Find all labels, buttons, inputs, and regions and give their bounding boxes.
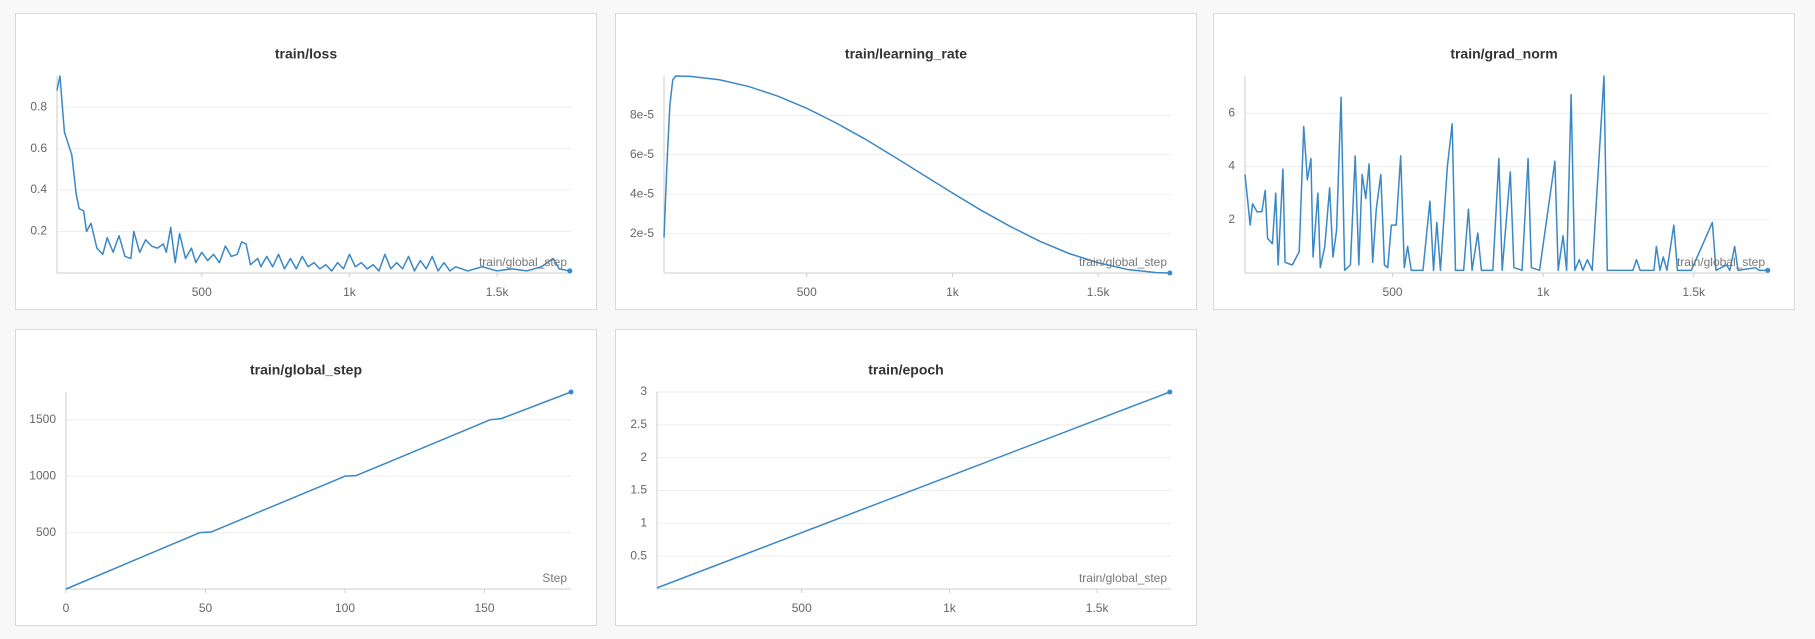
y-tick-label: 1000: [29, 468, 56, 482]
y-tick-label: 2: [1228, 212, 1235, 226]
panel: train/learning_rate 2e-5 4e-5 6e-5 8e-5 500 1k…: [615, 13, 1197, 310]
panel: train/grad_norm 2 4 6 500 1k 1.5k train/global_…: [1213, 13, 1795, 310]
x-tick-label: 500: [192, 285, 212, 299]
x-tick-label: 150: [474, 601, 494, 615]
x-axis-label: train/global_step: [1079, 255, 1167, 269]
chart-title: train/learning_rate: [845, 46, 967, 62]
y-tick-label: 6e-5: [630, 147, 654, 161]
x-tick-label: 1k: [343, 285, 357, 299]
y-tick-label: 500: [36, 525, 56, 539]
line-series: [656, 391, 1171, 589]
y-tick-label: 1500: [29, 412, 56, 426]
x-tick-label: 1.5k: [1086, 601, 1110, 615]
y-tick-label: 0.2: [30, 224, 47, 238]
x-axis-label: train/global_step: [479, 255, 567, 269]
panel-frame: [15, 329, 597, 626]
x-tick-label: 500: [1383, 285, 1403, 299]
panel-frame: [615, 329, 1197, 626]
last-point: [568, 389, 574, 395]
x-tick-label: 1k: [946, 285, 960, 299]
x-tick-label: 1k: [943, 601, 957, 615]
x-tick-label: 1k: [1537, 285, 1551, 299]
y-tick-label: 1.5: [630, 483, 647, 497]
y-tick-label: 4e-5: [630, 186, 654, 200]
x-tick-label: 1.5k: [1682, 285, 1706, 299]
x-axis-label: train/global_step: [1677, 255, 1765, 269]
y-tick-label: 0.6: [30, 141, 47, 155]
chart-title: train/grad_norm: [1450, 46, 1557, 62]
panel: train/global_step 500 1000 1500 0 50 100 150 Ste…: [15, 329, 597, 626]
y-tick-label: 0.5: [630, 548, 647, 562]
panel: train/loss 0.2 0.4 0.6 0.8 500 1k 1.5k train/glo…: [15, 13, 597, 310]
panel: train/epoch 0.5 1 1.5 2 2.5 3 500 1k 1.5k train/gl…: [615, 329, 1197, 626]
chart-title: train/global_step: [250, 362, 362, 378]
last-point: [1167, 389, 1173, 395]
x-tick-label: 50: [199, 601, 213, 615]
x-tick-label: 1.5k: [486, 285, 510, 299]
panel-frame: [615, 13, 1197, 310]
y-tick-label: 8e-5: [630, 108, 654, 122]
x-tick-label: 500: [797, 285, 817, 299]
line-series: [663, 75, 1170, 274]
y-tick-label: 2e-5: [630, 226, 654, 240]
last-point: [1167, 270, 1173, 276]
x-tick-label: 100: [335, 601, 355, 615]
y-tick-label: 1: [640, 516, 647, 530]
x-tick-label: 1.5k: [1087, 285, 1111, 299]
x-tick-label: 0: [63, 601, 70, 615]
line-series: [56, 75, 570, 272]
y-tick-label: 6: [1228, 105, 1235, 119]
y-tick-label: 2: [640, 450, 647, 464]
last-point: [1765, 267, 1771, 273]
x-axis-label: train/global_step: [1079, 571, 1167, 585]
y-tick-label: 0.4: [30, 182, 47, 196]
panel-frame: [15, 13, 597, 310]
y-tick-label: 0.8: [30, 99, 47, 113]
y-tick-label: 3: [640, 384, 647, 398]
y-tick-label: 4: [1228, 159, 1235, 173]
x-tick-label: 500: [792, 601, 812, 615]
chart-title: train/epoch: [868, 362, 943, 378]
last-point: [567, 268, 573, 274]
line-series: [65, 391, 572, 590]
y-tick-label: 2.5: [630, 417, 647, 431]
chart-title: train/loss: [275, 46, 337, 62]
line-series: [1244, 75, 1768, 272]
x-axis-label: Step: [542, 571, 567, 585]
